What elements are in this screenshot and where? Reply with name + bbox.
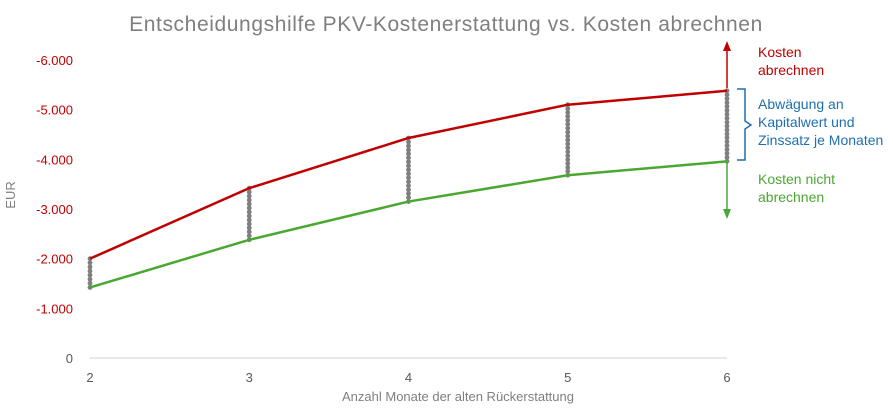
spread-dot [406,155,411,161]
annotation-costs-claim-line: abrechnen [758,62,824,78]
spread-dot [406,151,411,157]
spread-dot [724,115,730,121]
spread-dot [565,106,571,112]
spread-dot [87,280,93,286]
x-tick-label: 6 [723,370,730,385]
spread-dot [565,168,571,174]
spread-dot [246,193,252,199]
series-line-lower [89,160,728,289]
spread-dot [246,205,252,211]
spread-dot [724,111,730,117]
spread-dot [565,114,571,119]
spread-dot [406,195,411,200]
spread-dot [406,159,411,165]
spread-dot [246,233,252,239]
y-tick-label: -2.000 [36,252,73,267]
spread-dot [565,133,571,139]
annotation-costs-claim-line: Kosten [758,44,802,60]
x-tick-label: 3 [246,370,253,385]
spread-dot [87,264,93,270]
x-tick-label: 2 [86,370,93,385]
x-axis-label: Anzahl Monate der alten Rückerstattung [342,389,574,404]
x-tick-labels: 2 3 4 5 6 [86,370,730,385]
spread-dot [406,143,411,149]
spread-dot [406,139,411,145]
spread-dot [724,127,730,133]
y-tick-label: -3.000 [36,202,73,217]
spread-dot [724,151,730,156]
spread-dot [87,272,93,278]
spread-dot [565,137,571,143]
spread-dot [246,201,252,207]
spread-dot [246,221,252,227]
x-tick-label: 4 [405,370,412,385]
spread-dot [724,139,730,145]
spread-dot [724,135,730,141]
chart-title: Entscheidungshilfe PKV-Kostenerstattung … [129,13,763,36]
spread-dot [565,161,571,166]
series-line-upper [89,89,728,260]
spread-dot [724,119,730,125]
spread-dot [406,163,411,169]
spread-dot [406,147,411,153]
spread-dot [565,149,571,155]
annotation-tradeoff-line: Zinssatz je Monaten [758,132,883,148]
spread-dot [246,213,252,219]
spread-dot [724,107,730,113]
spread-dot [565,157,571,162]
spread-dot [406,171,411,177]
spread-dot [565,117,571,123]
y-tick-label: -1.000 [36,301,73,316]
spread-dot [87,268,93,274]
spread-dot [565,145,571,151]
y-tick-label: 0 [66,351,73,366]
spread-dot [565,164,571,170]
tradeoff-bracket [737,88,753,161]
spread-dot [724,92,730,98]
spread-dot [565,125,571,131]
spread-dot [406,167,411,173]
spread-dot [565,121,571,127]
spread-dot [406,187,411,193]
spread-dot [246,217,252,223]
y-tick-label: -4.000 [36,152,73,167]
spread-dot [724,96,730,102]
down-arrow-icon [723,209,731,219]
spread-dot [87,260,93,266]
spread-dot [565,110,571,115]
spread-dot [246,229,252,235]
spread-dot [724,104,730,109]
spread-dot [724,155,730,160]
spread-dot [406,179,411,185]
spread-dot [724,123,730,129]
y-tick-label: -5.000 [36,103,73,118]
spread-dot [406,175,411,181]
spread-dot [406,183,411,189]
up-arrow-icon [723,41,731,51]
spread-dot [724,131,730,137]
spread-dot [724,100,730,105]
annotations: Kosten abrechnen Abwägung an Kapitalwert un… [758,44,883,205]
y-tick-label: -6.000 [36,53,73,68]
spread-dot [724,147,730,152]
y-axis-label: EUR [3,181,18,208]
annotation-costs-no-claim-line: abrechnen [758,189,824,205]
series-lines [89,89,728,289]
x-tick-label: 5 [564,370,571,385]
y-tick-labels: 0 -1.000 -2.000 -3.000 -4.000 -5.000 -6.000 [36,53,73,366]
spread-dot [87,276,93,282]
annotation-tradeoff-line: Kapitalwert und [758,114,855,130]
annotation-costs-no-claim-line: Kosten nicht [758,171,835,187]
spread-dot [246,225,252,231]
spread-dot [724,143,730,149]
spread-dot [565,129,571,135]
spread-dot [565,141,571,147]
spread-dot [246,197,252,203]
spread-dot [246,209,252,215]
spread-dot [246,189,252,195]
spread-dot [565,153,571,159]
spread-dot [406,191,411,197]
annotation-tradeoff-line: Abwägung an [758,96,844,112]
